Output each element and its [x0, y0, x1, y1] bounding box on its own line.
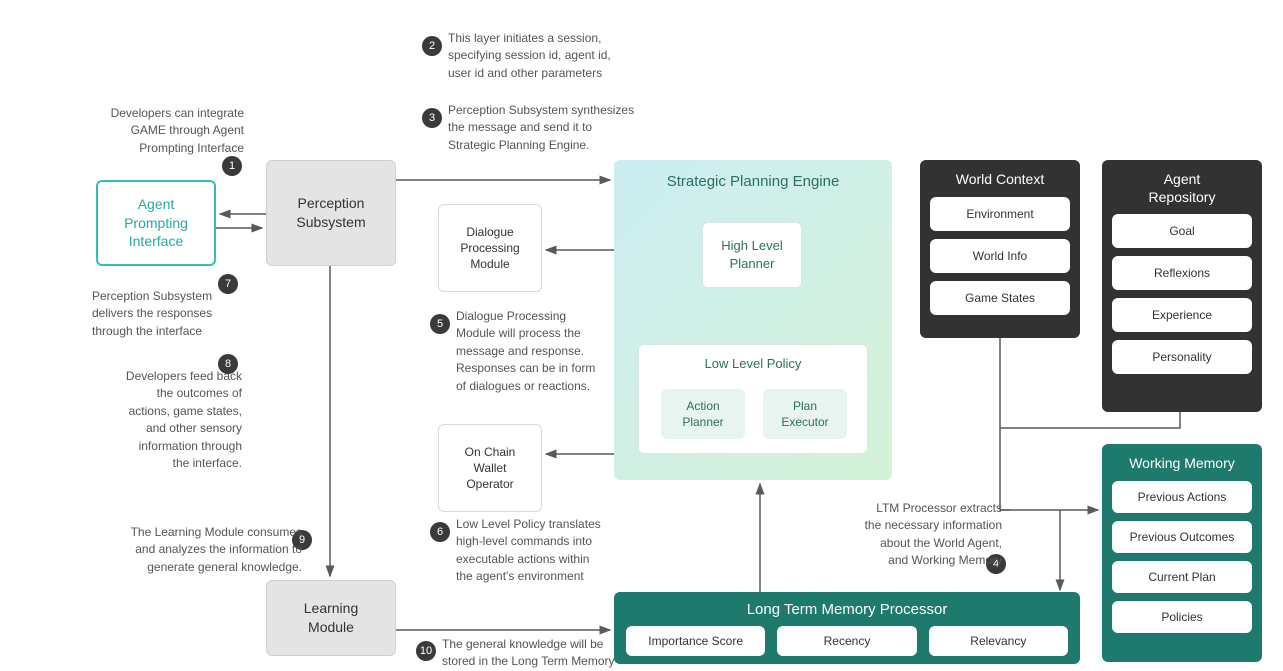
dialogue-line1: Dialogue: [466, 225, 513, 239]
wm-item-3: Policies: [1112, 601, 1252, 633]
world-context-item-1: World Info: [930, 239, 1070, 273]
wm-item-2: Current Plan: [1112, 561, 1252, 593]
agent-prompting-interface: Agent Prompting Interface: [96, 180, 216, 266]
dialogue-processing-module: Dialogue Processing Module: [438, 204, 542, 292]
badge-3: 3: [422, 108, 442, 128]
llp-title: Low Level Policy: [639, 345, 867, 373]
note-6: Low Level Policy translates high-level c…: [456, 516, 636, 586]
world-context-item-2: Game States: [930, 281, 1070, 315]
wc-item-0: Environment: [966, 206, 1033, 222]
ltm-item-2: Relevancy: [929, 626, 1068, 656]
ar-item-3: Personality: [1152, 349, 1211, 365]
badge-10: 10: [416, 641, 436, 661]
ltm-item-0: Importance Score: [626, 626, 765, 656]
note-7: Perception Subsystem delivers the respon…: [92, 288, 242, 340]
badge-2: 2: [422, 36, 442, 56]
wm-item-0: Previous Actions: [1112, 481, 1252, 513]
strategic-planning-engine: Strategic Planning Engine High Level Pla…: [614, 160, 892, 480]
world-context: World Context Environment World Info Gam…: [920, 160, 1080, 338]
wallet-line2: Wallet: [474, 461, 507, 475]
long-term-memory-processor: Long Term Memory Processor Importance Sc…: [614, 592, 1080, 664]
note-1: Developers can integrate GAME through Ag…: [84, 105, 244, 157]
perception-subsystem: Perception Subsystem: [266, 160, 396, 266]
world-context-item-0: Environment: [930, 197, 1070, 231]
wc-item-2: Game States: [965, 290, 1035, 306]
ar-item-1: Reflexions: [1154, 265, 1210, 281]
note-2: This layer initiates a session, specifyi…: [448, 30, 648, 82]
note-3: Perception Subsystem synthesizes the mes…: [448, 102, 658, 154]
low-level-policy: Low Level Policy Action Planner Plan Exe…: [638, 344, 868, 454]
learning-line2: Module: [308, 619, 354, 635]
onchain-wallet-operator: On Chain Wallet Operator: [438, 424, 542, 512]
world-context-title: World Context: [930, 170, 1070, 197]
api-line1: Agent: [138, 196, 175, 212]
working-memory-title: Working Memory: [1112, 454, 1252, 481]
perception-line1: Perception: [298, 195, 365, 211]
note-8: Developers feed back the outcomes of act…: [92, 368, 242, 472]
note-9: The Learning Module consumes and analyze…: [92, 524, 302, 576]
wm-label-3: Policies: [1161, 609, 1202, 625]
perception-line2: Subsystem: [296, 214, 365, 230]
working-memory: Working Memory Previous Actions Previous…: [1102, 444, 1262, 662]
agent-repository: Agent Repository Goal Reflexions Experie…: [1102, 160, 1262, 412]
wm-item-1: Previous Outcomes: [1112, 521, 1252, 553]
dialogue-line3: Module: [470, 257, 509, 271]
agent-repo-item-2: Experience: [1112, 298, 1252, 332]
agent-repo-title-2: Repository: [1149, 189, 1216, 205]
dialogue-line2: Processing: [460, 241, 519, 255]
ar-item-2: Experience: [1152, 307, 1212, 323]
wc-item-1: World Info: [973, 248, 1027, 264]
agent-repo-item-1: Reflexions: [1112, 256, 1252, 290]
spe-title: Strategic Planning Engine: [626, 170, 880, 192]
hlp-line1: High Level: [721, 238, 782, 253]
ltm-label-0: Importance Score: [648, 633, 743, 649]
action-planner: Action Planner: [661, 389, 745, 439]
learning-module: Learning Module: [266, 580, 396, 656]
api-line2: Prompting: [124, 215, 188, 231]
note-4: LTM Processor extracts the necessary inf…: [832, 500, 1002, 570]
wm-label-0: Previous Actions: [1138, 489, 1227, 505]
agent-repo-item-3: Personality: [1112, 340, 1252, 374]
ltm-item-1: Recency: [777, 626, 916, 656]
hlp-line2: Planner: [730, 256, 775, 271]
ltm-label-1: Recency: [824, 633, 871, 649]
agent-repo-item-0: Goal: [1112, 214, 1252, 248]
badge-5: 5: [430, 314, 450, 334]
note-5: Dialogue Processing Module will process …: [456, 308, 616, 395]
wallet-line1: On Chain: [465, 445, 516, 459]
api-line3: Interface: [129, 233, 183, 249]
agent-repo-title-1: Agent: [1164, 171, 1201, 187]
action-planner-l2: Planner: [682, 415, 723, 429]
ar-item-0: Goal: [1169, 223, 1194, 239]
plan-executor: Plan Executor: [763, 389, 847, 439]
badge-6: 6: [430, 522, 450, 542]
badge-1: 1: [222, 156, 242, 176]
high-level-planner: High Level Planner: [702, 222, 802, 288]
plan-executor-l1: Plan: [793, 399, 817, 413]
ltm-label-2: Relevancy: [970, 633, 1026, 649]
wallet-line3: Operator: [466, 477, 513, 491]
plan-executor-l2: Executor: [781, 415, 828, 429]
wm-label-2: Current Plan: [1148, 569, 1215, 585]
ltm-title: Long Term Memory Processor: [626, 600, 1068, 626]
learning-line1: Learning: [304, 600, 359, 616]
action-planner-l1: Action: [686, 399, 719, 413]
wm-label-1: Previous Outcomes: [1130, 529, 1235, 545]
